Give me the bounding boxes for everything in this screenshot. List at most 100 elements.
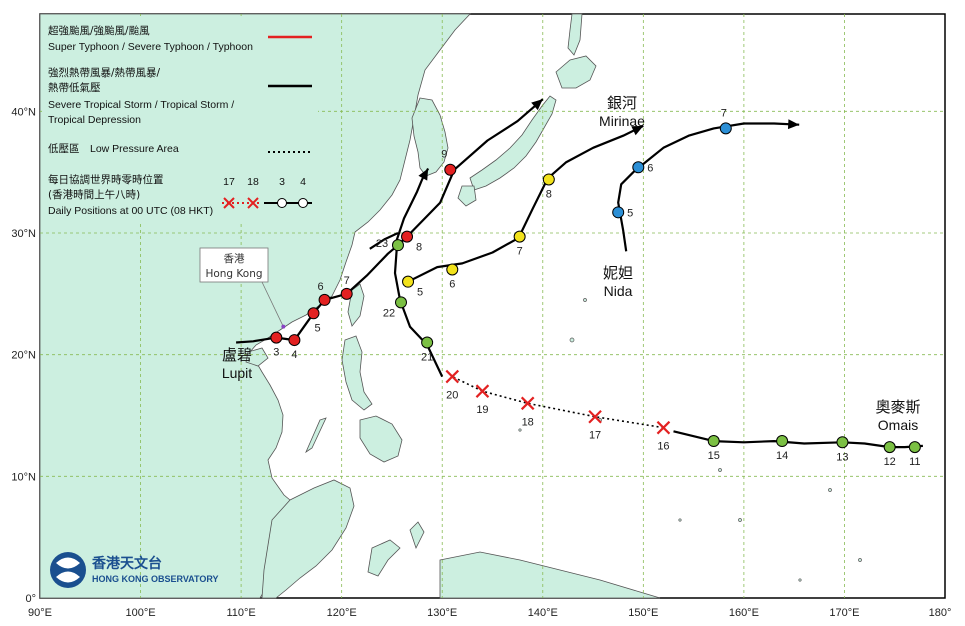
legend-box [42, 16, 318, 222]
day-label: 6 [647, 162, 653, 174]
lpa-cross-marker [475, 384, 490, 398]
day-label: 8 [546, 188, 552, 200]
hong-kong-label-zh: 香港 [224, 253, 245, 265]
legend-sample-marker-2 [298, 198, 308, 208]
daily-position-marker [421, 336, 434, 349]
hko-logo-en: HONG KONG OBSERVATORY [92, 574, 219, 584]
y-tick-label: 40°N [11, 106, 36, 118]
hong-kong-label-en: Hong Kong [205, 268, 262, 280]
track-line [393, 245, 444, 378]
lpa-cross-marker [445, 369, 460, 384]
hong-kong-callout: 香港 Hong Kong [199, 247, 286, 329]
x-tick-label: 90°E [28, 607, 52, 619]
hong-kong-pointer [261, 281, 284, 327]
day-label: 15 [708, 450, 720, 462]
daily-position-marker [542, 173, 555, 186]
x-tick-label: 130°E [427, 607, 457, 619]
daily-position-marker [883, 441, 896, 454]
legend-lpa-zh: 低壓區 [48, 142, 80, 155]
mindanao-island [359, 415, 403, 463]
day-label: 7 [344, 275, 350, 287]
cyclone-name-en: Lupit [222, 365, 252, 381]
daily-position-marker [446, 263, 459, 276]
day-label: 5 [627, 207, 633, 219]
day-label: 7 [517, 246, 523, 258]
korea-peninsula [411, 97, 449, 177]
cyclone-name-en: Mirinae [599, 113, 645, 129]
track-line [369, 232, 399, 250]
day-label: 21 [421, 352, 433, 364]
day-label: 3 [273, 347, 279, 359]
legend: 超強颱風/強颱風/颱風 Super Typhoon / Severe Typho… [42, 16, 318, 222]
track-arrowhead [418, 168, 429, 181]
x-tick-label: 140°E [528, 607, 558, 619]
hko-logo: 香港天文台 HONG KONG OBSERVATORY [50, 552, 219, 588]
day-label: 16 [657, 441, 669, 453]
luzon-island [341, 335, 373, 411]
legend-sample-day-1: 17 [223, 176, 235, 188]
daily-position-marker [707, 435, 720, 448]
day-label: 7 [721, 107, 727, 119]
daily-position-marker [401, 230, 414, 243]
x-tick-label: 100°E [126, 607, 156, 619]
day-label: 17 [589, 430, 601, 442]
daily-position-marker [402, 275, 415, 288]
hainan-island [245, 347, 269, 367]
daily-position-marker [632, 161, 645, 174]
legend-sample-day-3: 3 [279, 176, 285, 188]
cyclone-name-zh: 銀河 [607, 94, 637, 112]
legend-typhoon-en: Super Typhoon / Severe Typhoon / Typhoon [48, 41, 253, 53]
low-pressure-area-track: 16 17 18 19 20 [445, 369, 671, 453]
legend-sample-cross-2 [247, 197, 259, 209]
daily-position-marker [776, 435, 789, 448]
day-label: 20 [446, 390, 458, 402]
cyclone-name-zh: 奧麥斯 [875, 398, 920, 416]
day-label: 13 [836, 451, 848, 463]
daily-position-marker [307, 307, 320, 320]
japan-honshu [469, 95, 557, 191]
cyclone-name-en: Omais [878, 417, 918, 433]
japan-kyushu [457, 185, 477, 207]
new-guinea-island [439, 551, 661, 599]
hong-kong-box [199, 247, 269, 283]
lpa-cross-marker [520, 396, 535, 411]
legend-sample-day-2: 18 [247, 176, 259, 188]
japan-hokkaido [555, 55, 597, 89]
daily-position-marker [719, 122, 732, 135]
track-line [236, 98, 544, 344]
day-label: 5 [417, 287, 423, 299]
hong-kong-location-dot [281, 324, 286, 329]
x-tick-label: 150°E [628, 607, 658, 619]
daily-position-marker [288, 334, 301, 347]
cyclone-name-zh: 盧碧 [222, 346, 252, 364]
lat-lon-grid [40, 14, 945, 598]
lpa-cross-marker [656, 420, 671, 435]
lpa-cross-marker [588, 409, 602, 424]
daily-position-marker [270, 331, 283, 344]
daily-position-marker [836, 436, 849, 449]
legend-storm-zh-2: 熱帶低氣壓 [48, 81, 101, 94]
day-label: 14 [776, 450, 788, 462]
sulawesi-island [367, 539, 401, 577]
day-label: 23 [376, 238, 388, 250]
x-tick-label: 160°E [729, 607, 759, 619]
halmahera-island [409, 521, 425, 550]
day-label: 4 [291, 349, 297, 361]
day-label: 18 [522, 416, 534, 428]
palawan-island [305, 417, 327, 454]
day-label: 19 [476, 404, 488, 416]
day-label: 9 [441, 149, 447, 161]
x-tick-label: 120°E [327, 607, 357, 619]
legend-sample-marker-1 [277, 198, 287, 208]
legend-sample-cross-1 [223, 197, 235, 209]
daily-position-marker [444, 163, 457, 176]
daily-position-marker [394, 296, 407, 309]
legend-storm-en-2: Tropical Depression [48, 114, 141, 126]
day-label: 6 [318, 281, 324, 293]
daily-position-marker [340, 287, 353, 300]
legend-daily-en: Daily Positions at 00 UTC (08 HKT) [48, 205, 213, 217]
daily-position-marker [318, 293, 331, 306]
